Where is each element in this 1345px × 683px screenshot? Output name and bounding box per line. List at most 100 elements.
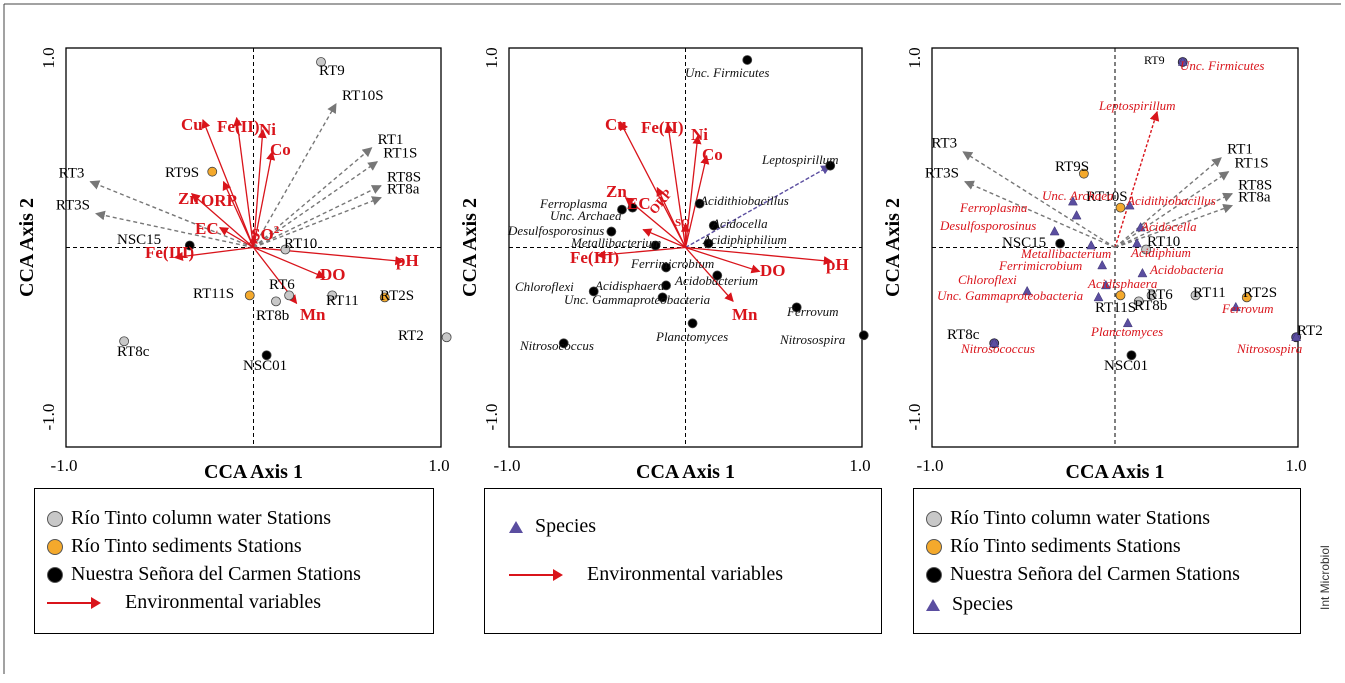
env-vector: [685, 246, 833, 266]
site-marker: [627, 202, 638, 213]
site-label: NSC15: [1002, 235, 1046, 251]
site-marker: [1115, 202, 1126, 213]
species-label: Nitrosococcus: [960, 341, 1035, 356]
vector-rt1: [1114, 157, 1222, 249]
env-label: Mn: [300, 305, 326, 324]
env-vector: [190, 193, 254, 248]
site-marker: [271, 296, 281, 307]
cca-panel-2: -1.0 1.0 1.0 -1.0 CCA Axis 1 CCA Axis 2: [459, 47, 871, 483]
env-label: DO: [760, 261, 786, 280]
species-label: Ferrimicrobium: [630, 256, 714, 271]
journal-credit: Int Microbiol: [1318, 545, 1332, 610]
x-axis-label: CCA Axis 1: [204, 461, 303, 483]
site-marker: [1241, 292, 1252, 303]
site-marker: [742, 55, 753, 65]
env-label: EC: [195, 219, 219, 238]
species-marker: [1122, 317, 1133, 328]
site-marker: [617, 204, 627, 215]
vector-rt3s: [95, 210, 254, 249]
legend-item-env: Environmental variables: [509, 563, 783, 586]
species-label: Metallibacterium: [1020, 246, 1111, 261]
vector-rt3: [962, 151, 1116, 249]
site-marker: [1190, 290, 1201, 301]
site-label: RT9: [319, 63, 345, 79]
species-label: Unc. Firmicutes: [1180, 58, 1264, 73]
species-label: Acidocella: [1140, 219, 1197, 234]
species-label: Ferrovum: [786, 304, 839, 319]
site-marker: [791, 302, 802, 313]
x-tick-label: 1.0: [428, 456, 449, 475]
species-label: Acidithiobacillus: [699, 193, 789, 208]
site-marker: [712, 270, 723, 281]
x-tick-label: -1.0: [494, 456, 521, 475]
legend-item-nsc: Nuestra Señora del Carmen Stations: [926, 563, 1240, 586]
species-label: Planctomyces: [1090, 324, 1163, 339]
species-label: Unc. Archaea: [1042, 188, 1114, 203]
species-label: Nitrosospira: [779, 332, 846, 347]
panel-3-labels: RT9 Unc. Firmicutes Leptospirillum RT9S RT10…: [937, 53, 1323, 374]
site-marker: [119, 336, 130, 347]
vector-label: RT3S: [56, 198, 90, 214]
env-label: Cu: [181, 115, 203, 134]
env-label: Zn: [178, 189, 199, 208]
site-marker: [244, 290, 255, 301]
site-marker: [687, 318, 698, 329]
x-tick-label: -1.0: [917, 456, 944, 475]
env-label: DO: [320, 265, 346, 284]
site-marker: [280, 244, 291, 255]
x-tick-label: 1.0: [849, 456, 870, 475]
site-marker: [1146, 290, 1157, 301]
legend-right: Río Tinto column water Stations Río Tint…: [913, 488, 1301, 634]
env-label: EC: [627, 194, 651, 213]
env-label: Fe(II): [217, 117, 259, 136]
vector-label: RT3: [931, 136, 957, 152]
site-label: RT8c: [117, 344, 150, 360]
vector-label: RT8a: [387, 182, 420, 198]
site-marker: [441, 332, 452, 343]
vector-rt1s: [1114, 171, 1230, 249]
species-marker: [1067, 196, 1078, 206]
species-label: Ferrovum: [1221, 301, 1274, 316]
site-label: RT8b: [256, 308, 289, 324]
species-label: Leptospirillum: [761, 152, 839, 167]
env-vector: [642, 228, 686, 249]
vector-rt8s: [1114, 192, 1234, 249]
vector-label: RT1S: [1234, 156, 1268, 172]
vector-label: RT3: [59, 166, 85, 182]
vector-label: RT1: [1227, 142, 1253, 158]
site-marker: [661, 280, 671, 291]
species-marker: [1071, 210, 1082, 220]
site-marker: [316, 57, 326, 67]
site-marker: [184, 240, 195, 251]
species-marker: [1097, 259, 1108, 270]
species-label: Desulfosporosinus: [939, 218, 1036, 233]
species-marker: [1230, 301, 1241, 312]
legend-item-sediment: Río Tinto sediments Stations: [926, 535, 1181, 558]
env-label: Cu: [605, 115, 627, 134]
env-label: Fe(II): [641, 118, 683, 137]
species-marker: [1177, 56, 1188, 66]
env-label: Ni: [691, 125, 708, 144]
site-marker: [606, 226, 617, 237]
env-label: Fe(III): [145, 243, 194, 262]
env-label: Co: [702, 145, 723, 164]
vector-rt8s: [253, 185, 382, 249]
env-label: pH: [826, 255, 849, 274]
vector-rt3s: [964, 180, 1116, 249]
env-vector: [253, 246, 326, 279]
site-marker: [1126, 350, 1137, 361]
site-marker: [261, 350, 272, 361]
species-label: Acidiphiphilium: [702, 232, 787, 247]
x-axis-label: CCA Axis 1: [636, 461, 735, 483]
species-label: Acidithiobacillus: [1126, 193, 1216, 208]
species-label: Chloroflexi: [515, 279, 574, 294]
env-label: SO: [675, 217, 690, 229]
vector-leptospirillum: [685, 165, 832, 249]
env-vector: [173, 246, 254, 261]
env-label: Ni: [259, 120, 276, 139]
vector-label: RT3S: [925, 166, 959, 182]
species-label: Unc. Gammaproteobacteria: [937, 288, 1084, 303]
